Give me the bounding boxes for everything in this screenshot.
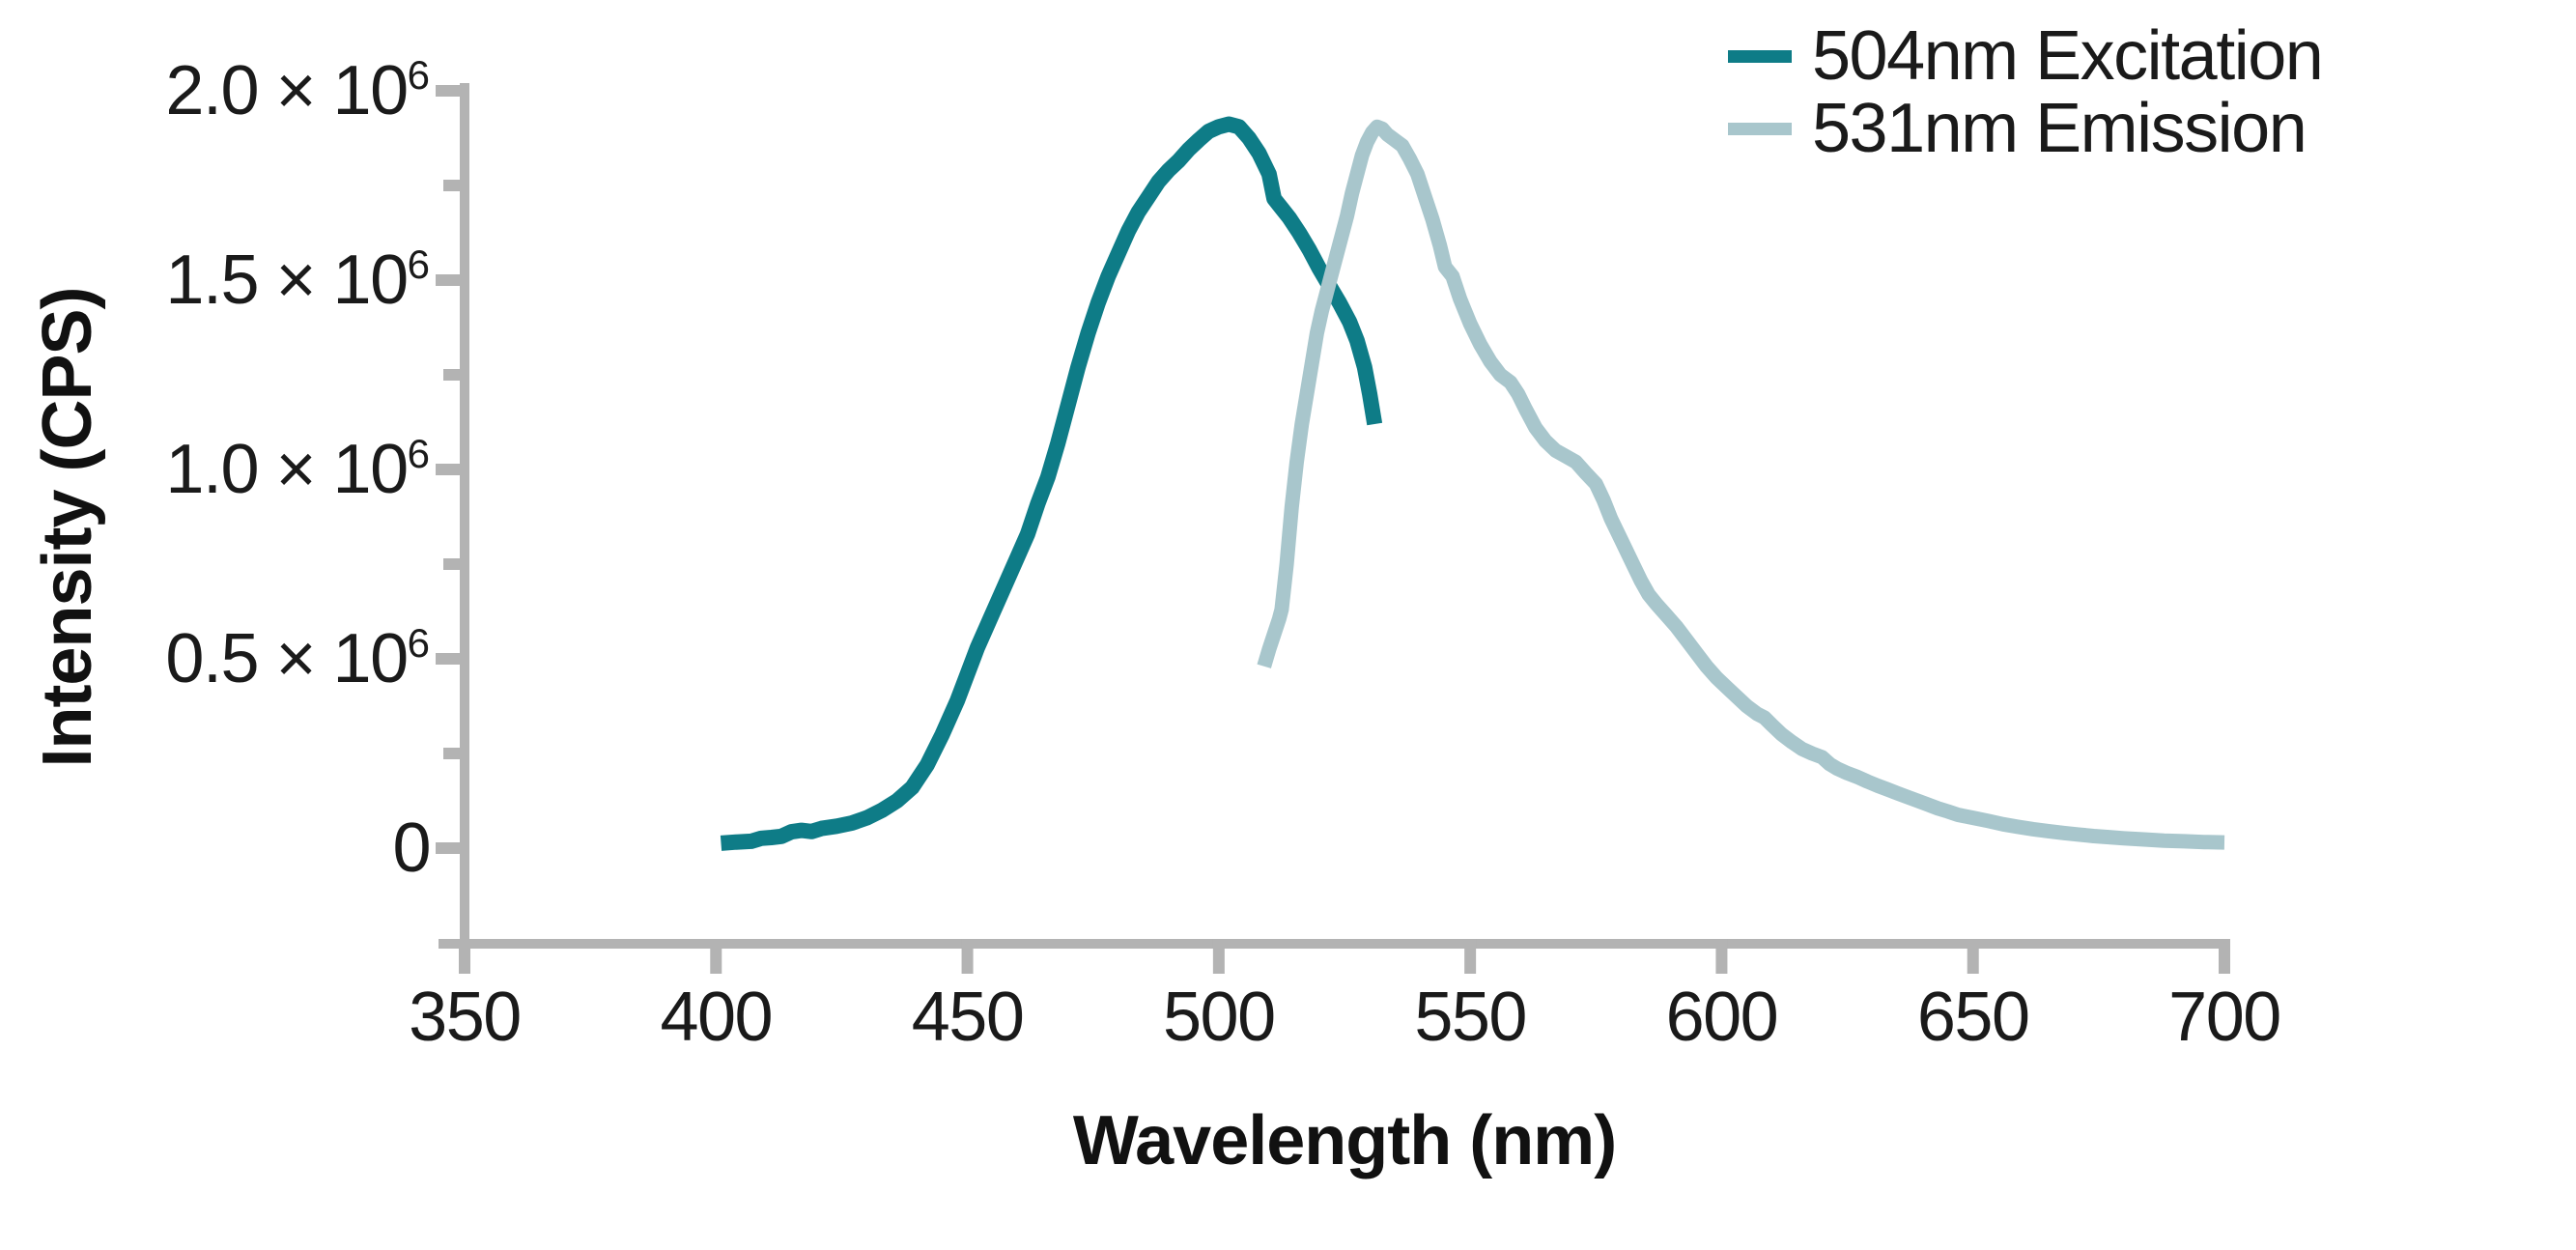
x-axis-tick-label-450: 450 — [911, 979, 1025, 1056]
x-axis-tick-label-500: 500 — [1163, 979, 1276, 1056]
legend-label-emission: 531nm Emission — [1812, 90, 2307, 167]
y-axis-title: Intensity (CPS) — [29, 287, 106, 768]
y-axis-tick-label-1.0e6: 1.0 × 106 — [165, 431, 430, 508]
legend-label-excitation: 504nm Excitation — [1812, 17, 2324, 95]
x-axis-title: Wavelength (nm) — [1072, 1102, 1617, 1179]
x-axis-tick-label-350: 350 — [409, 979, 522, 1056]
y-tick-exponent: 6 — [407, 431, 430, 476]
y-axis-tick-label-1.5e6: 1.5 × 106 — [165, 241, 430, 319]
x-axis-tick-label-400: 400 — [660, 979, 773, 1056]
legend-swatch-excitation-line-icon — [1728, 49, 1792, 63]
x-axis-tick-label-650: 650 — [1916, 979, 2030, 1056]
legend-item-excitation: 504nm Excitation — [1728, 17, 2324, 95]
x-axis-tick-label-600: 600 — [1665, 979, 1779, 1056]
emission-curve — [1257, 119, 2225, 850]
y-tick-exponent: 6 — [407, 52, 430, 98]
y-axis-tick-label-0.5e6: 0.5 × 106 — [165, 620, 430, 697]
x-axis-tick-label-550: 550 — [1414, 979, 1527, 1056]
y-axis-tick-label-2.0e6: 2.0 × 106 — [165, 52, 430, 129]
x-axis-tick-label-700: 700 — [2168, 979, 2281, 1056]
y-tick-exponent: 6 — [407, 241, 430, 287]
y-tick-exponent: 6 — [407, 620, 430, 666]
legend-item-emission: 531nm Emission — [1728, 90, 2307, 167]
y-axis-tick-label-0: 0 — [392, 810, 431, 887]
legend-swatch-emission-line-icon — [1728, 122, 1792, 135]
excitation-curve — [720, 116, 1383, 851]
